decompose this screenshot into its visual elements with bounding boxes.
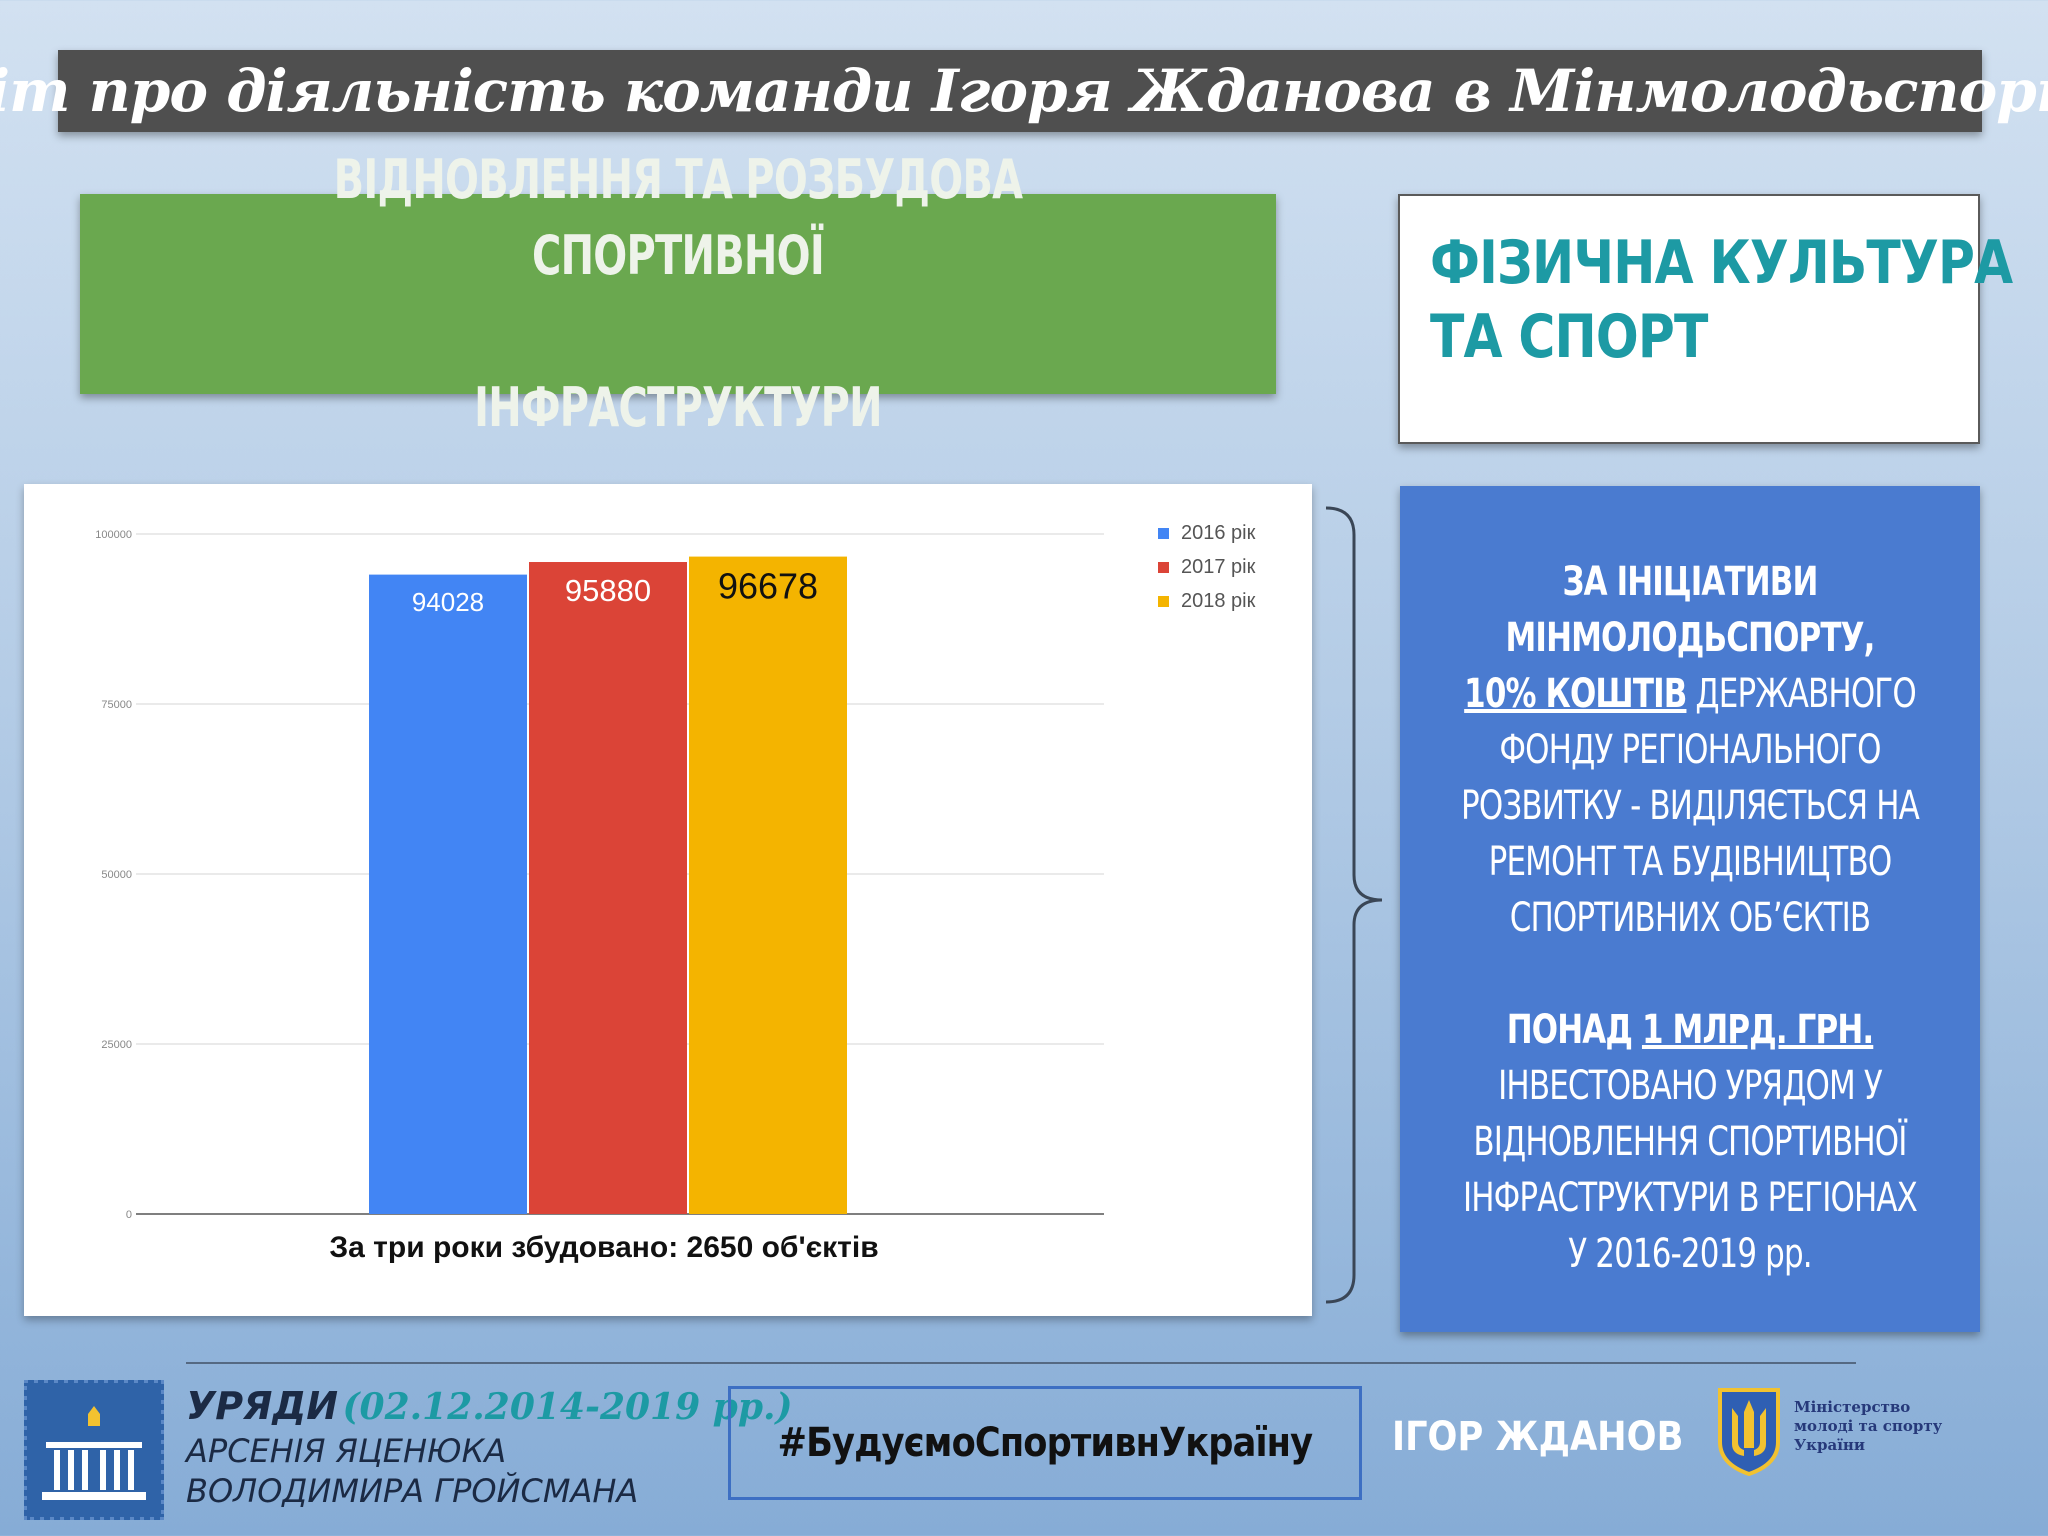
info-line: ІНВЕСТОВАНО УРЯДОМ У	[1498, 1063, 1883, 1109]
legend-swatch	[1158, 562, 1169, 573]
page-title: Звіт про діяльність команди Ігоря Жданов…	[0, 57, 2048, 125]
category-box: ФІЗИЧНА КУЛЬТУРА ТА СПОРТ	[1398, 194, 2013, 444]
right-brace	[1325, 506, 1383, 1304]
info-highlight: 10% КОШТІВ	[1464, 671, 1687, 717]
info-text: ПОНАД	[1506, 1007, 1642, 1053]
legend: 2016 рік 2017 рік 2018 рік	[1158, 522, 1256, 612]
category-line-2: ТА СПОРТ	[1430, 302, 1708, 372]
info-text: ДЕРЖАВНОГО	[1686, 671, 1916, 717]
info-line: ІНФРАСТРУКТУРИ В РЕГІОНАХ	[1462, 1175, 1918, 1221]
footer-divider	[186, 1362, 1856, 1364]
info-line: 10% КОШТІВ ДЕРЖАВНОГО	[1441, 666, 1940, 722]
ministry-name-line: молоді та спорту	[1794, 1417, 1943, 1435]
info-highlight: 1 МЛРД. ГРН.	[1641, 1007, 1874, 1053]
legend-label: 2017 рік	[1181, 556, 1256, 578]
title-banner: Звіт про діяльність команди Ігоря Жданов…	[0, 50, 2048, 132]
legend-label: 2016 рік	[1181, 522, 1256, 544]
info-line: У 2016-2019 рр.	[1568, 1231, 1812, 1277]
info-line: ВІДНОВЛЕННЯ СПОРТИВНОЇ	[1473, 1119, 1907, 1165]
governments-label: УРЯДИ (02.12.2014-2019 рр.)	[186, 1384, 793, 1428]
bar-value-label: 96678	[718, 565, 818, 606]
bar-value-label: 95880	[565, 573, 651, 608]
bar	[529, 562, 687, 1214]
chart-panel: 0 25000 50000 75000 100000 94028 95880 96678 2…	[24, 484, 1312, 1316]
hashtag-box: #БудуємоСпортивнУкраїну	[728, 1386, 1362, 1500]
governments-title: УРЯДИ	[186, 1384, 339, 1428]
bar	[369, 574, 527, 1214]
governments-period: (02.12.2014-2019 рр.)	[342, 1386, 793, 1428]
section-heading: ВІДНОВЛЕННЯ ТА РОЗБУДОВА СПОРТИВНОЇ ІНФР…	[198, 142, 1158, 446]
minister-name: ІГОР ЖДАНОВ	[1392, 1414, 1684, 1460]
bar-chart: 0 25000 50000 75000 100000 94028 95880 96678 2…	[95, 522, 1256, 1264]
bar	[689, 556, 847, 1214]
prime-minister-name: АРСЕНІЯ ЯЦЕНЮКА	[186, 1432, 507, 1470]
category-line-1: ФІЗИЧНА КУЛЬТУРА	[1430, 228, 2013, 298]
info-line: РОЗВИТКУ - ВИДІЛЯЄТЬСЯ НА	[1461, 783, 1920, 829]
section-heading-line-1: ВІДНОВЛЕННЯ ТА РОЗБУДОВА СПОРТИВНОЇ	[333, 148, 1023, 287]
info-line: СПОРТИВНИХ ОБ’ЄКТІВ	[1509, 895, 1871, 941]
info-line: МІНМОЛОДЬСПОРТУ,	[1505, 615, 1875, 661]
bars: 94028 95880 96678	[369, 556, 847, 1214]
legend-swatch	[1158, 596, 1169, 607]
y-tick-label: 50000	[101, 869, 132, 881]
hashtag: #БудуємоСпортивнУкраїну	[777, 1420, 1314, 1466]
ministry-name-line: Міністерство	[1794, 1398, 1911, 1416]
y-tick-label: 75000	[101, 699, 132, 711]
y-tick-label: 100000	[95, 529, 132, 541]
info-box: ЗА ІНІЦІАТИВИ МІНМОЛОДЬСПОРТУ, 10% КОШТІ…	[1400, 486, 1980, 1332]
info-line: ПОНАД 1 МЛРД. ГРН.	[1441, 1002, 1940, 1058]
info-line: РЕМОНТ ТА БУДІВНИЦТВО	[1488, 839, 1893, 885]
info-line: ФОНДУ РЕГІОНАЛЬНОГО	[1499, 727, 1881, 773]
bar-value-label: 94028	[412, 587, 484, 617]
info-line: ЗА ІНІЦІАТИВИ	[1562, 559, 1818, 605]
section-heading-line-2: ІНФРАСТРУКТУРИ	[474, 376, 882, 439]
legend-label: 2018 рік	[1181, 590, 1256, 612]
y-tick-label: 25000	[101, 1039, 132, 1051]
legend-swatch	[1158, 528, 1169, 539]
government-building-icon	[24, 1380, 164, 1520]
y-tick-label: 0	[126, 1209, 132, 1221]
chart-caption: За три роки збудовано: 2650 об'єктів	[329, 1231, 878, 1264]
trident-icon	[1718, 1388, 1780, 1476]
prime-minister-name: ВОЛОДИМИРА ГРОЙСМАНА	[186, 1472, 639, 1510]
ministry-name-line: України	[1794, 1436, 1866, 1454]
section-heading-box: ВІДНОВЛЕННЯ ТА РОЗБУДОВА СПОРТИВНОЇ ІНФР…	[80, 148, 1276, 439]
